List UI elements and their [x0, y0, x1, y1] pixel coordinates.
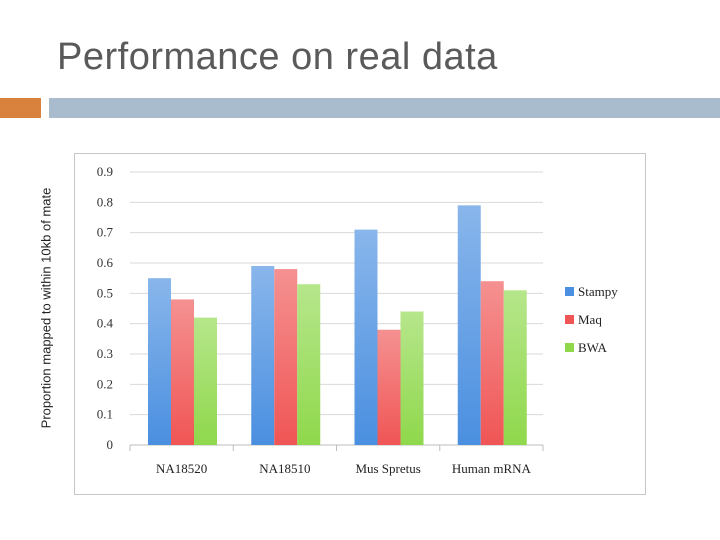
bar-maq-3 — [480, 281, 504, 445]
y-tick-label: 0.2 — [97, 376, 113, 391]
category-labels: NA18520 NA18510 Mus Spretus Human mRNA — [156, 461, 532, 476]
legend: Stampy Maq BWA — [565, 284, 618, 355]
bar-bwa-1 — [297, 284, 321, 445]
bar-stampy-2 — [354, 229, 378, 445]
y-tick-label: 0.6 — [97, 255, 114, 270]
y-tick-label: 0.8 — [97, 194, 113, 209]
chart-frame: 0 0.1 0.2 0.3 0.4 0.5 0.6 0.7 0.8 0.9 NA18520 NA18… — [74, 153, 646, 495]
y-tick-label: 0.1 — [97, 407, 113, 422]
legend-label-maq: Maq — [578, 312, 602, 327]
page-title: Performance on real data — [57, 36, 498, 78]
y-tick-label: 0.3 — [97, 346, 113, 361]
legend-label-stampy: Stampy — [578, 284, 618, 299]
x-category-label: Mus Spretus — [355, 461, 420, 476]
x-category-label: Human mRNA — [452, 461, 532, 476]
bars — [148, 205, 527, 445]
bar-maq-2 — [377, 329, 401, 445]
x-category-label: NA18510 — [259, 461, 310, 476]
y-tick-label: 0.5 — [97, 285, 113, 300]
bar-stampy-0 — [148, 278, 171, 445]
accent-bar-orange — [0, 98, 41, 118]
bar-bwa-2 — [400, 311, 424, 445]
bar-chart: 00.10.20.30.40.50.60.70.80.9 NA18520 NA18… — [97, 164, 618, 476]
bar-maq-0 — [171, 299, 194, 445]
y-axis-label: Proportion mapped to within 10kb of mate — [38, 187, 54, 428]
y-tick-label: 0.7 — [97, 225, 114, 240]
y-tick-label: 0.9 — [97, 164, 113, 179]
x-category-label: NA18520 — [156, 461, 207, 476]
y-axis-label-container: Proportion mapped to within 10kb of mate — [36, 140, 56, 475]
y-tick-label: 0 — [107, 437, 114, 452]
bar-stampy-1 — [251, 266, 275, 445]
legend-swatch-bwa — [565, 343, 574, 352]
accent-bar-blue — [49, 98, 720, 118]
bar-maq-1 — [274, 269, 298, 445]
bar-bwa-3 — [503, 290, 527, 445]
legend-swatch-stampy — [565, 287, 574, 296]
bar-stampy-3 — [457, 205, 481, 445]
bar-bwa-0 — [194, 317, 217, 445]
legend-swatch-maq — [565, 315, 574, 324]
legend-label-bwa: BWA — [578, 340, 608, 355]
y-tick-labels: 0 0.1 0.2 0.3 0.4 0.5 0.6 0.7 0.8 0.9 — [97, 164, 114, 452]
y-tick-label: 0.4 — [97, 316, 114, 331]
